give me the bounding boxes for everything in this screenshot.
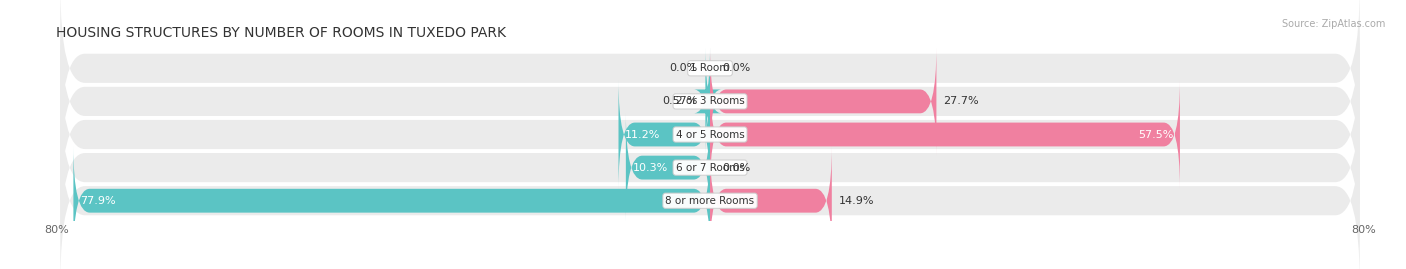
Text: Source: ZipAtlas.com: Source: ZipAtlas.com: [1281, 19, 1385, 29]
FancyBboxPatch shape: [60, 17, 1360, 186]
Text: 77.9%: 77.9%: [80, 196, 115, 206]
Text: 0.0%: 0.0%: [669, 63, 697, 73]
Legend: Owner-occupied, Renter-occupied: Owner-occupied, Renter-occupied: [588, 268, 832, 269]
Text: 57.5%: 57.5%: [1137, 129, 1174, 140]
Text: 14.9%: 14.9%: [838, 196, 875, 206]
FancyBboxPatch shape: [693, 47, 721, 156]
FancyBboxPatch shape: [626, 113, 710, 222]
Text: 6 or 7 Rooms: 6 or 7 Rooms: [676, 162, 744, 173]
Text: 11.2%: 11.2%: [626, 129, 661, 140]
Text: 4 or 5 Rooms: 4 or 5 Rooms: [676, 129, 744, 140]
FancyBboxPatch shape: [73, 146, 710, 255]
Text: 2 or 3 Rooms: 2 or 3 Rooms: [676, 96, 744, 107]
FancyBboxPatch shape: [710, 146, 832, 255]
FancyBboxPatch shape: [60, 116, 1360, 269]
Text: 0.57%: 0.57%: [662, 96, 697, 107]
FancyBboxPatch shape: [710, 47, 936, 156]
FancyBboxPatch shape: [60, 83, 1360, 252]
Text: 8 or more Rooms: 8 or more Rooms: [665, 196, 755, 206]
Text: HOUSING STRUCTURES BY NUMBER OF ROOMS IN TUXEDO PARK: HOUSING STRUCTURES BY NUMBER OF ROOMS IN…: [56, 26, 506, 40]
FancyBboxPatch shape: [619, 80, 710, 189]
Text: 1 Room: 1 Room: [690, 63, 730, 73]
FancyBboxPatch shape: [60, 50, 1360, 219]
Text: 0.0%: 0.0%: [723, 63, 751, 73]
Text: 27.7%: 27.7%: [943, 96, 979, 107]
FancyBboxPatch shape: [60, 0, 1360, 153]
Text: 10.3%: 10.3%: [633, 162, 668, 173]
Text: 0.0%: 0.0%: [723, 162, 751, 173]
FancyBboxPatch shape: [710, 80, 1180, 189]
